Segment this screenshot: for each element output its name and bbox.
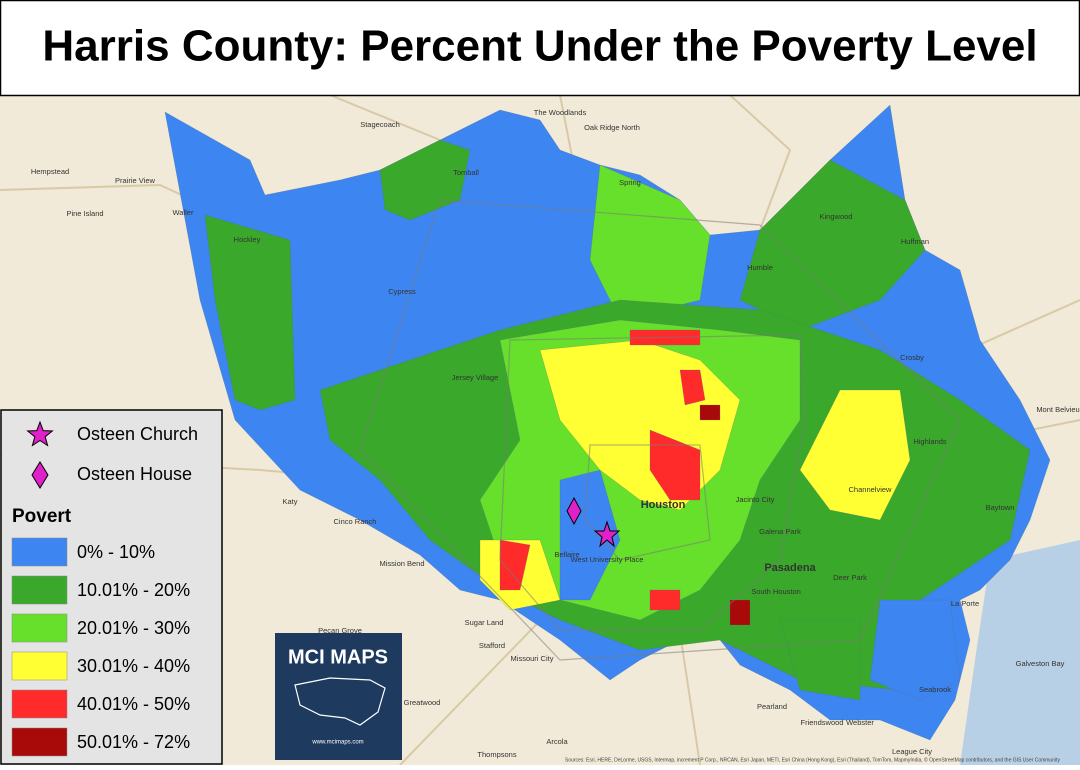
legend-class-label: 20.01% - 30%: [77, 618, 190, 638]
bay-water: [960, 540, 1080, 765]
map-title: Harris County: Percent Under the Poverty…: [42, 22, 1037, 71]
place-label: Huffman: [901, 237, 929, 246]
place-label: Pasadena: [764, 562, 816, 574]
place-label: Friendswood: [801, 718, 844, 727]
place-label: Mission Bend: [379, 559, 424, 568]
place-label: Stagecoach: [360, 120, 400, 129]
place-label: Greatwood: [404, 698, 441, 707]
place-label: Spring: [619, 178, 641, 187]
legend: Povert Osteen Church Osteen House 0% - 10%…: [0, 409, 223, 765]
place-label: Bellaire: [554, 550, 579, 559]
legend-class-label: 50.01% - 72%: [77, 732, 190, 752]
place-label: Baytown: [986, 503, 1015, 512]
place-label: Humble: [747, 263, 773, 272]
place-label: La Porte: [951, 599, 979, 608]
legend-swatch: [11, 537, 68, 567]
legend-class-label: 10.01% - 20%: [77, 580, 190, 600]
place-label: Stafford: [479, 641, 505, 650]
legend-class-label: 30.01% - 40%: [77, 656, 190, 676]
place-label: Prairie View: [115, 176, 155, 185]
legend-diamond: [31, 461, 49, 489]
logo: MCI MAPS www.mcimaps.com: [275, 633, 402, 760]
logo-box: [275, 633, 402, 760]
logo-url: www.mcimaps.com: [311, 740, 363, 746]
osteen-house-marker: [566, 496, 582, 526]
place-label: Katy: [282, 497, 297, 506]
osteen-church-marker: [593, 520, 621, 548]
title-bar: [0, 0, 1080, 97]
legend-star: [26, 420, 54, 447]
place-label: Galveston Bay: [1016, 659, 1065, 668]
place-label: Pearland: [757, 702, 787, 711]
legend-swatch: [11, 689, 68, 719]
legend-symbol-label: Osteen Church: [77, 424, 198, 444]
logo-title: MCI MAPS: [288, 646, 388, 668]
place-label: Pecan Grove: [318, 626, 362, 635]
place-label: The Woodlands: [534, 108, 587, 117]
place-label: South Houston: [751, 587, 801, 596]
place-label: Kingwood: [820, 212, 853, 221]
legend-heading: Povert: [12, 506, 72, 527]
place-label: Hockley: [234, 235, 261, 244]
place-label: Sugar Land: [465, 618, 504, 627]
legend-swatch: [11, 575, 68, 605]
place-label: Crosby: [900, 353, 924, 362]
place-label: Pine Island: [66, 209, 103, 218]
place-label: Highlands: [913, 437, 947, 446]
attribution: Sources: Esri, HERE, DeLorme, USGS, Inte…: [565, 756, 1061, 763]
place-label: Channelview: [849, 485, 893, 494]
usa-outline: [294, 677, 386, 726]
freeway-loops: [359, 199, 961, 661]
place-label: Arcola: [546, 737, 568, 746]
place-label: Deer Park: [833, 573, 867, 582]
place-label: Oak Ridge North: [584, 123, 640, 132]
place-label: League City: [892, 747, 932, 756]
place-label: Jacinto City: [736, 495, 775, 504]
place-label: Galena Park: [759, 527, 801, 536]
place-label: Cinco Ranch: [334, 517, 377, 526]
place-label: Waller: [173, 208, 194, 217]
legend-symbol-label: Osteen House: [77, 464, 192, 484]
place-label: Cypress: [388, 287, 416, 296]
place-label: Houston: [641, 499, 686, 511]
place-label: Webster: [846, 718, 874, 727]
legend-swatch: [11, 651, 68, 681]
place-labels: The Woodlands Oak Ridge North Stagecoach He…: [31, 108, 1080, 759]
place-label: Missouri City: [511, 654, 554, 663]
legend-swatch: [11, 727, 68, 757]
place-label: Hempstead: [31, 167, 69, 176]
place-label: Tomball: [453, 168, 479, 177]
place-label: West University Place: [571, 555, 644, 564]
place-label: Seabrook: [919, 685, 951, 694]
legend-class-label: 40.01% - 50%: [77, 694, 190, 714]
place-label: Thompsons: [477, 750, 516, 759]
county-tracts: [164, 104, 1051, 741]
legend-class-label: 0% - 10%: [77, 542, 155, 562]
place-label: Mont Belvieu: [1036, 405, 1079, 414]
place-label: Jersey Village: [452, 373, 499, 382]
legend-swatch: [11, 613, 68, 643]
